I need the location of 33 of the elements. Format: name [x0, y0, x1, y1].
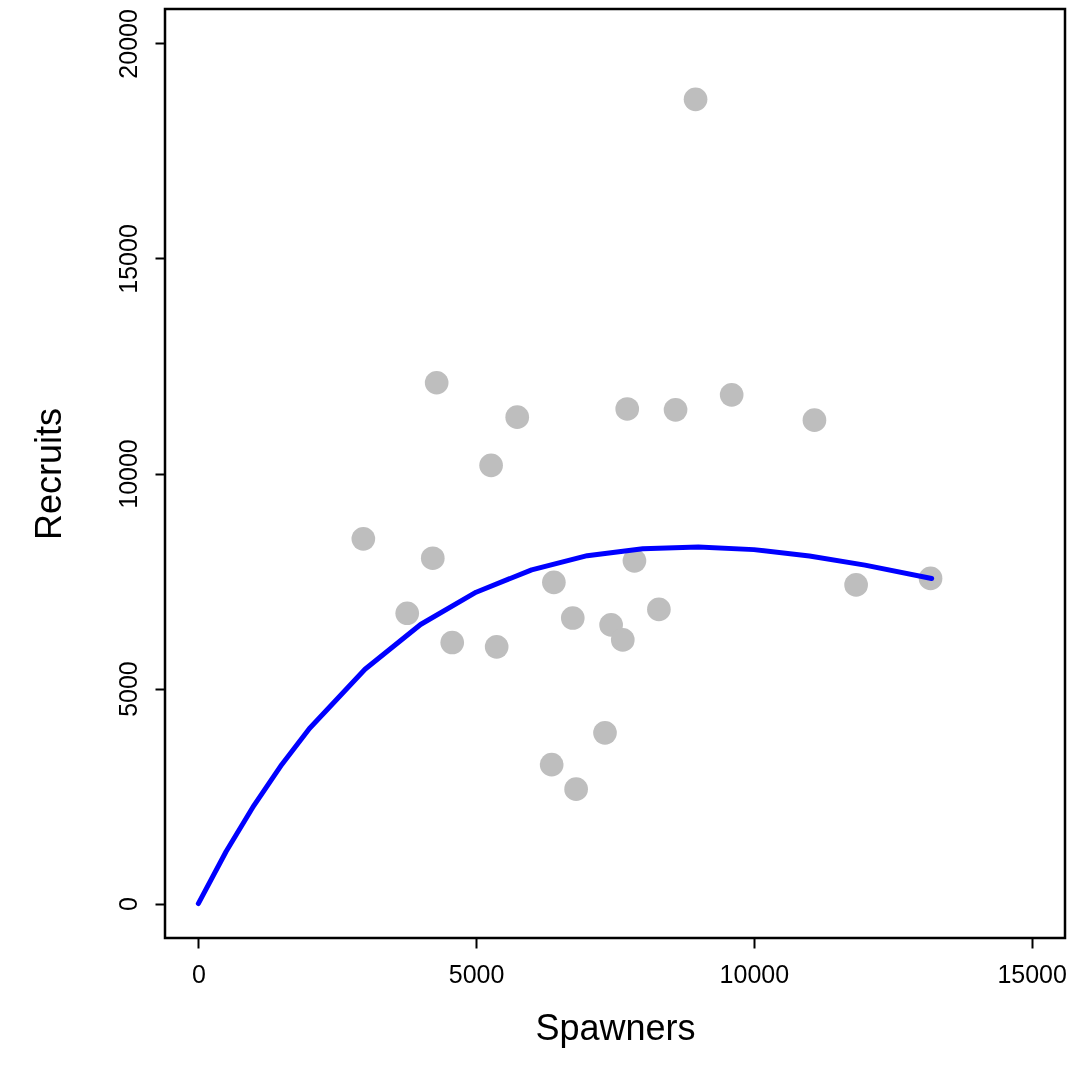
point: [484, 635, 509, 659]
point: [440, 630, 465, 655]
point: [683, 87, 708, 112]
point: [615, 397, 640, 421]
y-tick-label: 15000: [113, 224, 142, 294]
point: [560, 606, 585, 630]
point: [802, 408, 827, 432]
point: [420, 546, 445, 571]
y-tick-label: 0: [113, 897, 142, 912]
y-tick-label: 5000: [113, 661, 142, 717]
point: [622, 549, 647, 573]
point: [564, 777, 588, 801]
point: [424, 370, 449, 395]
y-tick-label: 10000: [113, 439, 142, 509]
x-tick-label: 15000: [997, 959, 1067, 988]
point: [351, 527, 376, 551]
point: [542, 570, 566, 595]
x-tick-label: 0: [191, 959, 206, 988]
y-axis-title: Recruits: [27, 407, 69, 541]
y-tick-label: 20000: [113, 9, 142, 79]
point: [593, 721, 617, 745]
point: [479, 453, 503, 478]
point: [647, 597, 671, 622]
point: [719, 382, 744, 407]
point: [610, 628, 635, 652]
x-tick-label: 10000: [719, 959, 790, 988]
x-axis-title: Spawners: [535, 1006, 696, 1048]
point: [395, 601, 420, 626]
point: [505, 405, 530, 429]
point: [844, 573, 868, 597]
x-tick-label: 5000: [448, 959, 505, 988]
point: [539, 752, 564, 777]
point: [663, 398, 688, 422]
